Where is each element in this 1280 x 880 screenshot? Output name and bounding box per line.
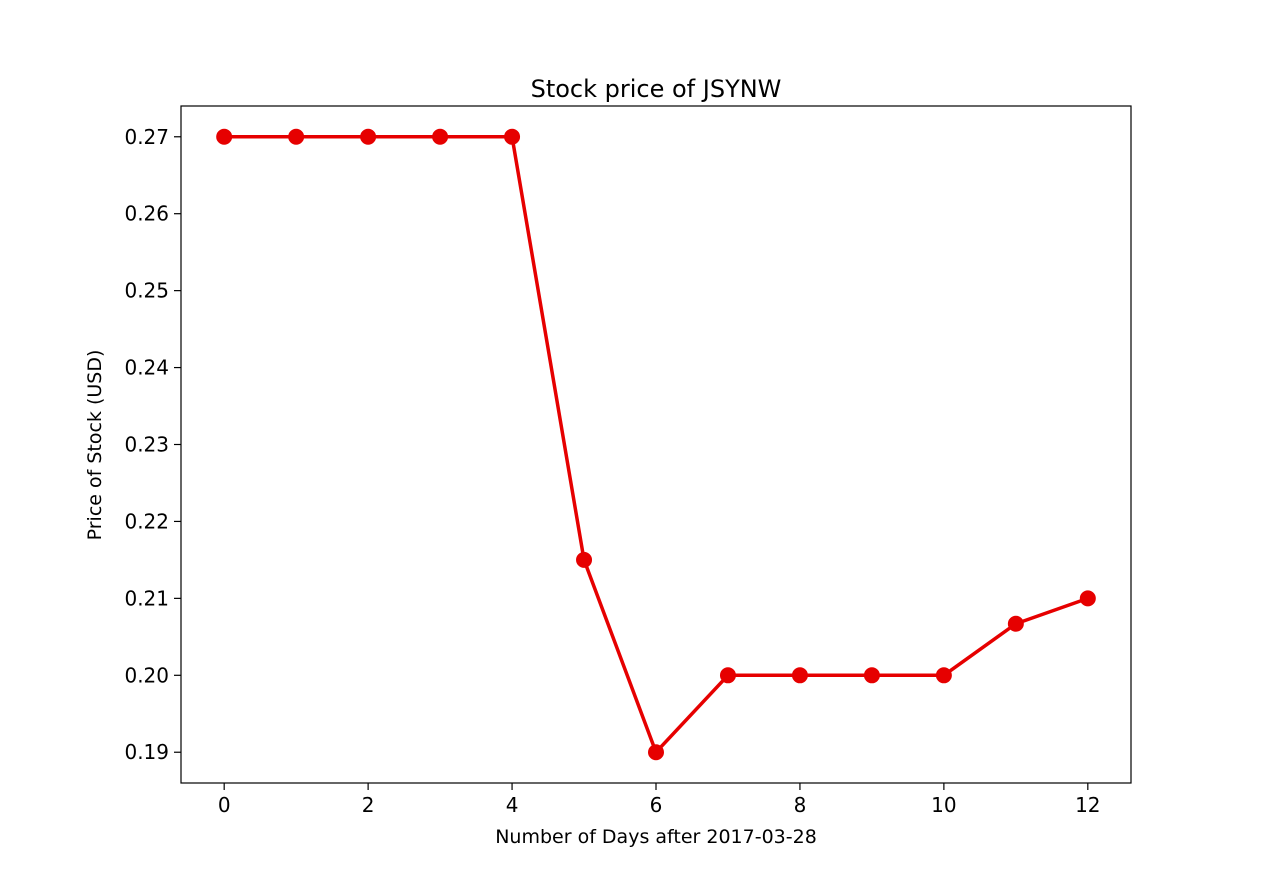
- data-point: [576, 551, 593, 568]
- y-axis-label: Price of Stock (USD): [84, 350, 106, 541]
- x-axis: 0 2 4 6 8 10 12: [218, 783, 1101, 817]
- data-point: [648, 744, 664, 761]
- x-tick-label: 10: [931, 793, 956, 817]
- data-point: [360, 128, 377, 145]
- chart-title: Stock price of JSYNW: [531, 75, 782, 103]
- data-point: [791, 667, 808, 684]
- data-point: [719, 667, 736, 684]
- y-tick-label: 0.19: [124, 740, 169, 764]
- data-point: [288, 128, 305, 145]
- data-point: [432, 128, 449, 145]
- y-tick-label: 0.21: [124, 586, 169, 610]
- data-point: [504, 128, 521, 145]
- data-point: [1079, 590, 1096, 607]
- y-tick-label: 0.22: [124, 509, 169, 533]
- x-tick-label: 2: [362, 793, 375, 817]
- x-tick-label: 6: [650, 793, 663, 817]
- data-point: [216, 128, 233, 145]
- series-line: [224, 135, 1089, 754]
- y-tick-label: 0.25: [124, 279, 169, 303]
- y-tick-label: 0.23: [124, 433, 169, 457]
- data-point: [863, 667, 880, 684]
- x-tick-label: 0: [218, 793, 231, 817]
- plot-area-frame: [180, 105, 1132, 784]
- series-layer: [216, 128, 1096, 761]
- data-point: [935, 667, 952, 684]
- y-tick-label: 0.20: [124, 663, 169, 687]
- x-tick-label: 12: [1075, 793, 1100, 817]
- y-tick-label: 0.27: [124, 125, 169, 149]
- x-tick-label: 8: [794, 793, 807, 817]
- y-axis: 0.19 0.20 0.21 0.22 0.23 0.24 0.25 0.26 0.27: [124, 125, 181, 764]
- y-tick-label: 0.26: [124, 202, 169, 226]
- data-point: [1007, 615, 1024, 632]
- x-axis-label: Number of Days after 2017-03-28: [495, 826, 817, 848]
- x-tick-label: 4: [506, 793, 519, 817]
- y-tick-label: 0.24: [124, 356, 169, 380]
